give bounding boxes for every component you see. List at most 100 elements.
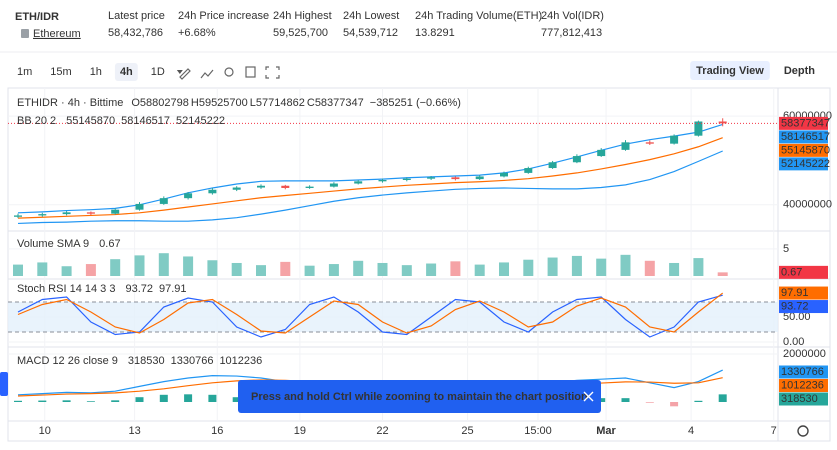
indicator-line <box>17 150 723 225</box>
indicator-value: 58146517 <box>121 115 170 127</box>
volume-bar <box>669 262 680 276</box>
candle-body <box>645 142 654 144</box>
candle-body <box>135 203 144 210</box>
volume-bar <box>158 253 169 276</box>
ohlc-value: 57714862 <box>256 97 305 109</box>
candle-body <box>402 178 411 180</box>
price-badge-label: 318530 <box>781 393 818 405</box>
candle-body <box>62 212 71 215</box>
indicator-value: 55145870 <box>66 115 115 127</box>
volume-bar <box>547 257 558 276</box>
interval-button[interactable]: 1h <box>90 66 102 78</box>
y-tick-label: 40000000 <box>783 199 832 211</box>
draw-icon[interactable] <box>179 68 191 80</box>
candle-body <box>86 212 95 214</box>
ohlc-value: 58802798 <box>140 97 189 109</box>
candle-body <box>670 135 679 144</box>
candle-body <box>451 177 460 180</box>
indicator-value: 93.72 <box>125 283 153 295</box>
candle-body <box>208 189 217 194</box>
volume-bar <box>134 255 145 276</box>
volume-bar <box>450 261 461 276</box>
candle-body <box>184 193 193 199</box>
price-badge <box>779 379 828 392</box>
indicator-icon[interactable] <box>200 69 214 79</box>
chart-settings[interactable] <box>797 425 809 437</box>
histogram-bar <box>86 401 95 402</box>
price-badge-label: 1330766 <box>781 366 824 378</box>
indicator-name: Stoch RSI 14 14 3 3 <box>17 283 115 295</box>
candle-body <box>572 156 581 163</box>
stat-label: 24h Vol(IDR) <box>541 10 604 22</box>
fullscreen-icon[interactable] <box>265 66 280 79</box>
y-tick-label: 5 <box>783 243 789 255</box>
interval-button[interactable]: 1D <box>151 66 165 78</box>
price-badge <box>779 265 828 279</box>
ohlc-key: O <box>131 97 140 109</box>
view-button[interactable]: Depth <box>784 65 815 77</box>
histogram-bar <box>184 394 193 402</box>
price-badge-label: 58146517 <box>781 131 830 143</box>
price-badge <box>779 143 828 157</box>
y-tick-label: 50.00 <box>783 311 811 323</box>
interval-button[interactable]: 4h <box>120 66 133 78</box>
tool-icons[interactable] <box>179 66 280 80</box>
stat-label: 24h Highest <box>273 10 332 22</box>
histogram-bar <box>38 400 47 402</box>
histogram-bar <box>670 402 679 407</box>
pair-title: ETH/IDR <box>15 11 59 23</box>
indicator-value: 1012236 <box>219 355 262 367</box>
asset-icon <box>21 29 29 38</box>
price-badge <box>779 130 828 144</box>
side-tab[interactable] <box>0 372 8 396</box>
volume-bar <box>256 265 266 276</box>
interval-button[interactable]: 15m <box>50 66 71 78</box>
candle-body <box>257 185 265 188</box>
candle-body <box>500 172 508 177</box>
x-tick-label: 13 <box>129 425 141 437</box>
toast: Press and hold Ctrl while zooming to mai… <box>238 380 601 413</box>
x-tick-label: 4 <box>688 425 694 437</box>
histogram-bar <box>694 400 703 402</box>
volume-bar <box>37 262 48 276</box>
chart: ETH/IDR Ethereum Latest price 58,432,786 24h… <box>8 10 832 437</box>
candle-body <box>281 185 290 188</box>
toast-message: Press and hold Ctrl while zooming to mai… <box>251 391 588 403</box>
settings-icon[interactable] <box>224 67 234 77</box>
interval-menu-arrow[interactable] <box>176 70 183 74</box>
price-badge <box>779 157 828 171</box>
volume-bar <box>231 262 242 276</box>
indicator-name: MACD 12 26 close 9 <box>17 355 118 367</box>
x-tick-label: 15:00 <box>524 425 552 437</box>
volume-bar <box>571 255 582 276</box>
save-icon[interactable] <box>245 66 256 78</box>
candle-body <box>305 186 314 188</box>
volume-bar <box>644 260 655 276</box>
ohlc-value: 58377347 <box>315 97 364 109</box>
candle-body <box>159 198 168 204</box>
volume-bar <box>377 262 388 276</box>
stat-value: 59,525,700 <box>273 27 328 39</box>
chart-frame <box>7 87 831 442</box>
indicator-value: 97.91 <box>159 283 187 295</box>
price-badge-label: 52145222 <box>781 158 830 170</box>
asset-link[interactable]: Ethereum <box>33 28 81 40</box>
ohlc-value: 59525700 <box>199 97 248 109</box>
interval-button[interactable]: 1m <box>17 66 32 78</box>
toast-close[interactable] <box>583 391 594 402</box>
view-selected <box>690 61 770 80</box>
volume-bar <box>620 254 631 276</box>
volume-bar <box>328 264 339 276</box>
stat-label: 24h Lowest <box>343 10 399 22</box>
indicator-line <box>17 292 724 334</box>
indicator-name: Volume SMA 9 <box>17 238 89 250</box>
price-badge-label: 97.91 <box>781 287 809 299</box>
candle-body <box>621 142 630 150</box>
view-button[interactable]: Trading View <box>696 65 764 77</box>
volume-bar <box>474 264 485 276</box>
histogram-bar <box>111 400 120 402</box>
candle-body <box>548 162 557 169</box>
volume-bar <box>499 262 509 276</box>
volume-bar <box>304 265 315 276</box>
indicator-line <box>17 123 723 214</box>
